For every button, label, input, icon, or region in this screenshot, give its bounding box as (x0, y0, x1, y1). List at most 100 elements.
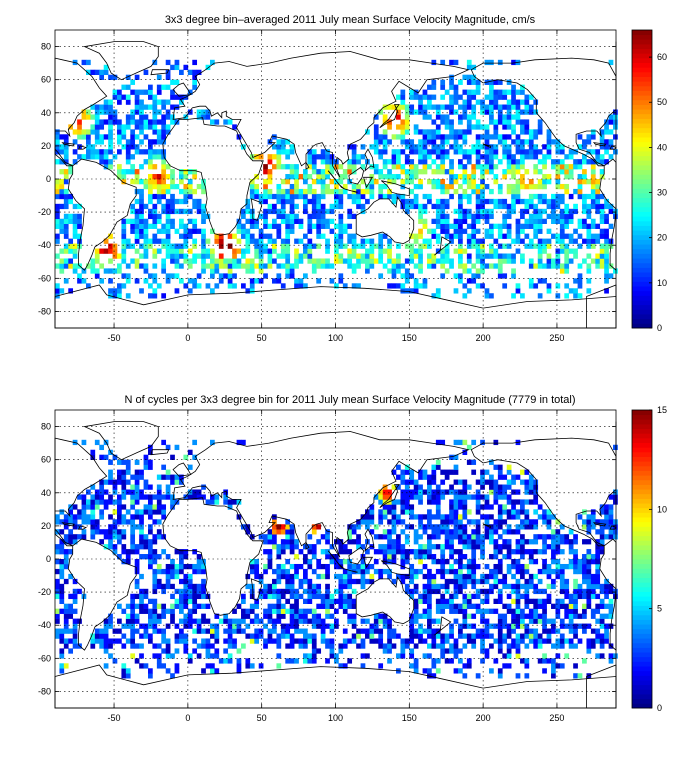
bin-cell (378, 273, 384, 279)
bin-cell (497, 474, 503, 480)
bin-cell (165, 623, 171, 629)
bin-cell (480, 544, 485, 550)
bin-cell (68, 198, 74, 205)
bin-cell (307, 258, 313, 264)
bin-cell (564, 608, 570, 614)
bin-cell (551, 198, 556, 205)
bin-cell (559, 183, 565, 190)
bin-cell (493, 94, 499, 100)
bin-cell (68, 519, 74, 525)
bin-cell (484, 59, 490, 66)
bin-cell (68, 248, 74, 254)
bin-cell (413, 109, 419, 115)
bin-cell (427, 253, 432, 259)
bin-cell (72, 578, 78, 585)
bin-cell (285, 623, 291, 629)
y-tick-label: 20 (41, 141, 51, 151)
bin-cell (400, 519, 406, 525)
bin-cell (542, 164, 547, 170)
bin-cell (533, 559, 539, 565)
bin-cell (431, 618, 437, 624)
bin-cell (599, 208, 605, 215)
bin-cell (449, 593, 454, 600)
bin-cell (249, 593, 255, 600)
bin-cell (599, 534, 605, 540)
bin-cell (338, 643, 344, 649)
bin-cell (161, 164, 167, 170)
bin-cell (289, 273, 295, 279)
bin-cell (103, 489, 109, 495)
bin-cell (174, 228, 180, 234)
bin-cell (63, 623, 69, 629)
bin-cell (396, 484, 401, 490)
bin-cell (121, 514, 127, 520)
bin-cell (55, 618, 60, 624)
bin-cell (431, 179, 437, 185)
bin-cell (258, 633, 264, 639)
bin-cell (325, 549, 330, 555)
bin-cell (506, 544, 512, 550)
bin-cell (156, 499, 162, 505)
bin-cell (546, 583, 552, 590)
bin-cell (214, 499, 220, 505)
bin-cell (267, 248, 273, 254)
bin-cell (449, 549, 454, 555)
bin-cell (387, 623, 392, 629)
bin-cell (156, 134, 162, 140)
bin-cell (546, 283, 552, 289)
bin-cell (307, 248, 313, 254)
bin-cell (174, 243, 180, 249)
bin-cell (303, 174, 308, 180)
bin-cell (125, 638, 131, 644)
bin-cell (94, 114, 100, 120)
bin-cell (511, 623, 516, 629)
bin-cell (418, 179, 423, 185)
bin-cell (334, 653, 339, 659)
bin-cell (378, 494, 384, 500)
bin-cell (156, 568, 162, 575)
colorbar-tick-label: 15 (657, 405, 667, 415)
bin-cell (334, 554, 339, 560)
bin-cell (360, 243, 366, 249)
bin-cell (63, 258, 69, 264)
bin-cell (130, 169, 136, 175)
bin-cell (404, 198, 410, 205)
bin-cell (471, 94, 477, 100)
bin-cell (559, 563, 565, 570)
bin-cell (201, 578, 206, 585)
bin-cell (170, 494, 175, 500)
bin-cell (475, 139, 481, 145)
bin-cell (329, 228, 335, 234)
bin-cell (497, 563, 503, 570)
bin-cell (431, 159, 437, 165)
bin-cell (86, 59, 91, 66)
bin-cell (427, 623, 432, 629)
coastline (344, 568, 358, 573)
bin-cell (564, 623, 570, 629)
bin-cell (183, 563, 189, 570)
bin-cell (320, 638, 326, 644)
bin-cell (466, 613, 472, 619)
bin-cell (506, 484, 512, 490)
bin-cell (497, 114, 503, 120)
bin-cell (604, 258, 609, 264)
bin-cell (462, 489, 468, 495)
bin-cell (130, 544, 136, 550)
bin-cell (568, 549, 574, 555)
bin-cell (280, 238, 286, 244)
bin-cell (320, 213, 326, 220)
bin-cell (294, 613, 299, 619)
bin-cell (351, 638, 357, 644)
bin-cell (342, 643, 348, 649)
bin-cell (431, 94, 437, 100)
bin-cell (192, 74, 198, 80)
bin-cell (520, 593, 525, 600)
bin-cell (497, 109, 503, 115)
bin-cell (192, 253, 198, 259)
bin-cell (471, 494, 477, 500)
bin-cell (466, 119, 472, 125)
bin-cell (502, 223, 508, 229)
bin-cell (387, 568, 392, 575)
bin-cell (130, 524, 136, 530)
bin-cell (489, 643, 494, 649)
